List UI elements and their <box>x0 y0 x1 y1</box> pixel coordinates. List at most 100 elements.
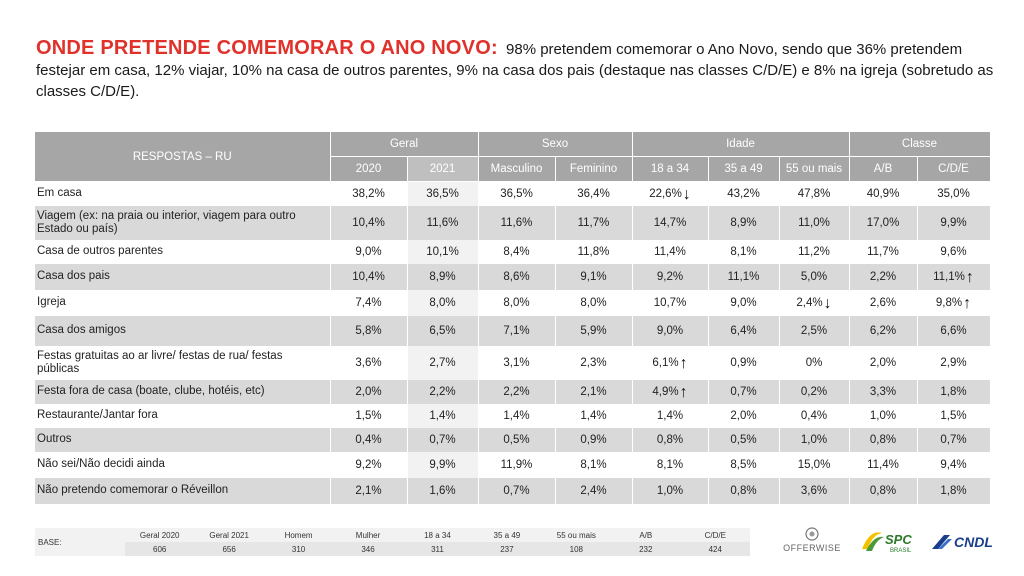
table-cell: 1,8% <box>917 477 991 504</box>
table-cell: 4,9%↑ <box>632 379 709 404</box>
row-label: Igreja <box>35 289 331 316</box>
cell-value: 7,1% <box>503 324 530 337</box>
cell-value: 0,8% <box>730 484 757 497</box>
table-cell: 2,5% <box>779 315 850 346</box>
cell-value: 5,8% <box>355 324 382 337</box>
column-header: 18 a 34 <box>632 156 709 182</box>
cell-value: 8,1% <box>656 458 684 471</box>
cell-value: 17,0% <box>866 216 900 229</box>
cell-value: 3,6% <box>355 356 382 369</box>
column-header: 55 ou mais <box>779 156 850 182</box>
cell-value: 0,7% <box>940 433 967 446</box>
table-cell: 8,0% <box>407 289 479 316</box>
table-cell: 1,4% <box>478 403 556 428</box>
base-header: Geral 2021 <box>209 530 249 540</box>
base-header: Mulher <box>355 530 381 540</box>
cell-value: 8,9% <box>429 270 456 283</box>
table-cell: 0,7% <box>917 427 991 452</box>
table-cell: 9,0% <box>708 289 780 316</box>
cell-value: 6,6% <box>940 324 967 337</box>
table-cell: 3,3% <box>849 379 918 404</box>
table-row: Casa dos amigos 5,8% 6,5% 7,1% 5,9% 9,0% 6,4% 2… <box>35 315 991 346</box>
table-cell: 10,7% <box>632 289 709 316</box>
table-cell: 22,6%↓ <box>632 181 709 206</box>
table-cell: 8,1% <box>632 451 709 478</box>
cell-value: 11,8% <box>577 245 610 258</box>
headline: ONDE PRETENDE COMEMORAR O ANO NOVO: 98% … <box>36 38 996 102</box>
table-cell: 14,7% <box>632 205 709 240</box>
table-cell: 1,6% <box>407 477 479 504</box>
table-cell: 3,1% <box>478 345 556 380</box>
headline-title: ONDE PRETENDE COMEMORAR O ANO NOVO: <box>36 37 498 59</box>
table-cell: 9,0% <box>330 239 408 264</box>
table-row: Não pretendo comemorar o Réveillon 2,1% 1,… <box>35 477 991 504</box>
cell-value: 9,0% <box>656 324 684 337</box>
column-header: 2021 <box>407 156 479 182</box>
table-row: Em casa 38,2% 36,5% 36,5% 36,4% 22,6%↓ 43,2% 47… <box>35 181 991 206</box>
table-cell: 0,7% <box>478 477 556 504</box>
table-cell: 6,5% <box>407 315 479 346</box>
table-cell: 0,7% <box>708 379 780 404</box>
table-cell: 0,8% <box>632 427 709 452</box>
cell-value: 9,2% <box>355 458 382 471</box>
table-cell: 0,5% <box>478 427 556 452</box>
table-cell: 11,8% <box>555 239 633 264</box>
cell-value: 2,4% <box>796 296 823 309</box>
base-value: 108 <box>569 544 584 554</box>
respostas-header: RESPOSTAS – RU <box>35 132 331 182</box>
base-value: 232 <box>639 544 653 554</box>
cell-value: 8,1% <box>730 245 757 258</box>
cell-value: 2,1% <box>355 484 382 497</box>
table-row: Outros 0,4% 0,7% 0,5% 0,9% 0,8% 0,5% 1,0% 0,8% 0,… <box>35 427 991 452</box>
cell-value: 0,7% <box>429 433 456 446</box>
cell-value: 0,4% <box>355 433 382 446</box>
arrow-up-icon: ↑ <box>963 294 972 312</box>
column-header: C/D/E <box>917 156 991 182</box>
base-header: C/D/E <box>704 530 726 540</box>
spc-logo-text: SPC <box>885 532 912 547</box>
cell-value: 9,9% <box>940 216 967 229</box>
row-label: Casa dos pais <box>35 263 331 290</box>
table-cell: 2,1% <box>330 477 408 504</box>
column-header: 35 a 49 <box>708 156 780 182</box>
table-cell: 11,4% <box>849 451 918 478</box>
spc-brasil-logo: SPC BRASIL <box>860 527 920 555</box>
table-cell: 9,1% <box>555 263 633 290</box>
table-cell: 2,2% <box>407 379 479 404</box>
group-header-sexo: Sexo <box>478 132 633 157</box>
table-cell: 8,0% <box>555 289 633 316</box>
cell-value: 10,1% <box>426 245 459 258</box>
cell-value: 10,7% <box>653 296 687 309</box>
table-cell: 8,0% <box>478 289 556 316</box>
cell-value: 6,4% <box>730 324 757 337</box>
table-cell: 2,1% <box>555 379 633 404</box>
table-cell: 0,4% <box>330 427 408 452</box>
table-row: Restaurante/Jantar fora 1,5% 1,4% 1,4% 1,4% 1… <box>35 403 991 428</box>
cell-value: 9,8% <box>935 296 963 309</box>
base-value: 346 <box>361 544 375 554</box>
column-header: Masculino <box>478 156 556 182</box>
table-cell: 1,8% <box>917 379 991 404</box>
cell-value: 38,2% <box>352 187 385 200</box>
table-cell: 10,4% <box>330 205 408 240</box>
table-row: Igreja 7,4% 8,0% 8,0% 8,0% 10,7% 9,0% 2,4%↓ 2,6%… <box>35 289 991 316</box>
row-label: Casa de outros parentes <box>35 239 331 264</box>
base-header: Homem <box>284 530 313 540</box>
cndl-logo-text: CNDL <box>954 534 993 550</box>
table-cell: 6,6% <box>917 315 991 346</box>
cell-value: 0,8% <box>869 433 897 446</box>
cell-value: 6,5% <box>429 324 456 337</box>
table-cell: 11,6% <box>407 205 479 240</box>
table-cell: 1,5% <box>330 403 408 428</box>
table-cell: 0,9% <box>555 427 633 452</box>
cell-value: 8,6% <box>503 270 530 283</box>
table-cell: 2,4% <box>555 477 633 504</box>
cell-value: 1,8% <box>940 385 967 398</box>
table-cell: 35,0% <box>917 181 991 206</box>
cell-value: 9,1% <box>580 270 607 283</box>
table-cell: 1,5% <box>917 403 991 428</box>
cell-value: 8,1% <box>580 458 607 471</box>
cell-value: 1,8% <box>940 484 967 497</box>
base-header: 35 a 49 <box>493 530 521 540</box>
cell-value: 7,4% <box>355 296 382 309</box>
